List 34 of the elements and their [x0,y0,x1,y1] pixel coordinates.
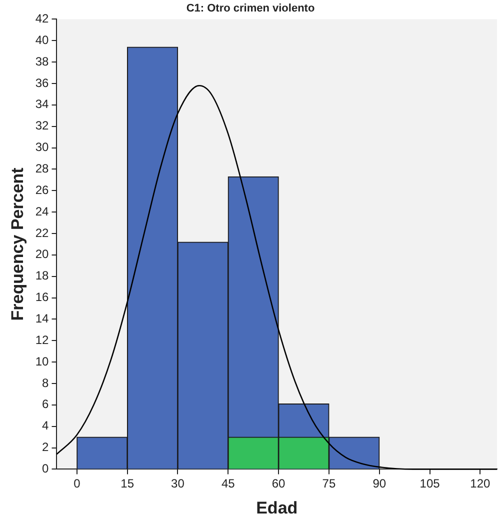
y-tick-label: 32 [35,118,50,133]
y-tick-label: 22 [35,226,50,240]
y-tick-label: 4 [42,418,50,433]
y-tick-label: 42 [35,12,50,26]
y-tick-label: 16 [35,290,50,304]
y-tick-label: 20 [35,247,50,262]
x-tick-label: 15 [120,476,134,491]
y-axis-title: Frequency Percent [8,167,27,321]
x-tick-label: 105 [420,476,440,491]
y-tick-label: 8 [42,376,50,390]
y-tick-label: 30 [35,140,50,154]
y-tick-label: 18 [35,268,50,283]
y-tick-label: 28 [35,162,50,176]
x-tick-label: 75 [322,476,336,491]
x-tick-label: 30 [171,476,185,491]
x-tick-label: 45 [221,476,236,491]
y-tick-label: 24 [35,204,50,218]
y-tick-label: 0 [42,462,50,476]
y-tick-label: 12 [35,332,50,347]
y-tick-label: 2 [42,440,50,454]
chart-title: C1: Otro crimen violento [186,2,315,15]
x-tick-label: 60 [272,476,286,491]
y-tick-label: 36 [35,76,50,90]
y-tick-label: 34 [35,97,50,112]
x-axis-title: Edad [256,498,298,518]
y-tick-label: 38 [35,54,50,68]
y-tick-label: 26 [35,182,50,197]
x-tick-label: 90 [372,476,386,491]
y-tick-label: 6 [42,397,50,412]
x-tick-label: 0 [74,476,81,491]
y-tick-label: 14 [35,312,50,326]
y-tick-label: 40 [35,32,50,47]
x-tick-label: 120 [470,476,491,491]
y-tick-label: 10 [35,354,50,368]
